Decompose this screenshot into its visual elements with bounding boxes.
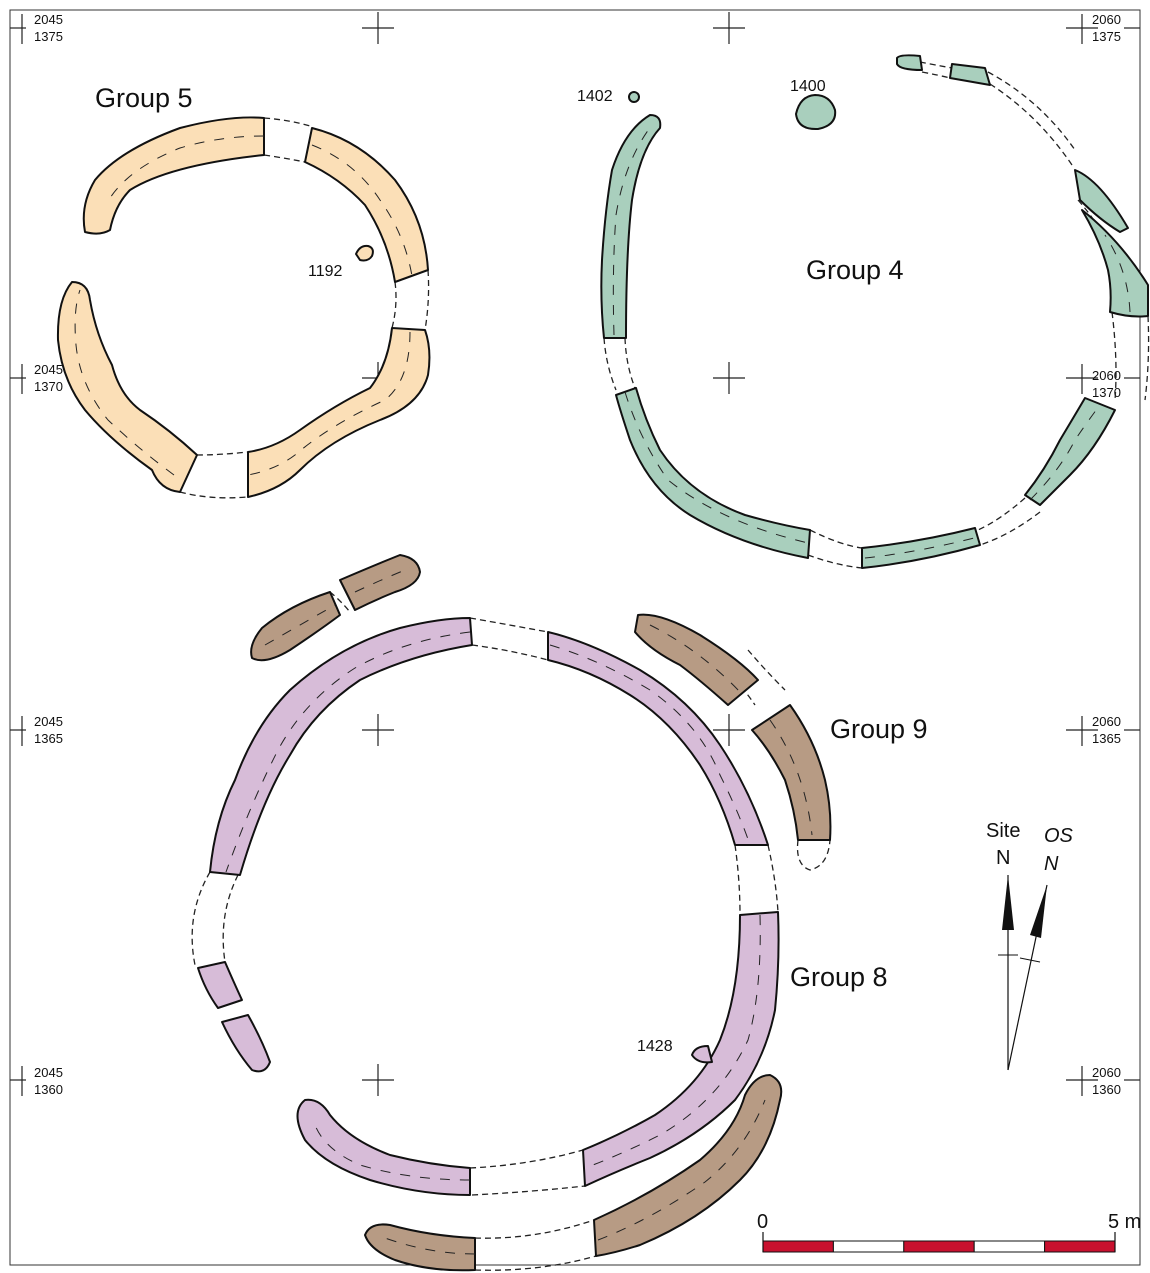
scale-start-label: 0 xyxy=(757,1211,768,1233)
grid-label-northing: 1370 xyxy=(1092,385,1121,400)
grid-label-northing: 1375 xyxy=(1092,29,1121,44)
group4-segment-east xyxy=(1081,209,1149,318)
feature-1400-label: 1400 xyxy=(790,78,826,95)
group8-segment-west-upper xyxy=(197,961,243,1009)
feature-1192 xyxy=(355,244,374,262)
grid-label-northing: 1370 xyxy=(34,379,63,394)
group9-segment-southeast xyxy=(593,1074,783,1257)
grid-label-northing: 1375 xyxy=(34,29,63,44)
group5-segment-west xyxy=(56,281,198,493)
group4-segment-south xyxy=(861,527,981,569)
grid-label-northing: 1360 xyxy=(34,1082,63,1097)
os-north-label: OS xyxy=(1044,825,1074,847)
grid-label-easting: 2060 xyxy=(1092,368,1121,383)
group9-label: Group 9 xyxy=(830,714,928,744)
grid-cross xyxy=(713,12,745,44)
group4-segment-north-small xyxy=(896,54,923,71)
os-north-arrow-icon xyxy=(1030,885,1047,938)
scale-bar-division xyxy=(762,1240,834,1253)
grid-label-easting: 2045 xyxy=(34,362,63,377)
group5-segment-east xyxy=(304,127,429,283)
grid-label-northing: 1365 xyxy=(1092,731,1121,746)
group8-label: Group 8 xyxy=(790,962,888,992)
group9-outer-south xyxy=(364,1074,783,1272)
os-north-label-n: N xyxy=(1044,853,1059,875)
group4-segment-southwest xyxy=(615,387,811,559)
grid-label-easting: 2060 xyxy=(1092,12,1121,27)
scale-bar-division xyxy=(973,1240,1046,1253)
scale-bar-division xyxy=(903,1240,975,1253)
grid-label-easting: 2045 xyxy=(34,1065,63,1080)
scale-bar xyxy=(762,1232,1116,1253)
group4-segment-west xyxy=(600,114,662,339)
group8-segment-east xyxy=(582,911,780,1187)
grid-cross xyxy=(713,362,745,394)
feature-1402 xyxy=(628,91,640,103)
group5-segment-southeast xyxy=(247,327,431,498)
site-north-label: Site xyxy=(986,820,1020,842)
group4-ring xyxy=(600,54,1150,569)
grid-label-northing: 1365 xyxy=(34,731,63,746)
group9-segment-south xyxy=(364,1223,476,1272)
group8-segment-northeast xyxy=(547,631,769,846)
group8-segment-west-lower xyxy=(221,1014,271,1073)
group9-ring xyxy=(250,554,832,871)
scale-end-label: 5 m xyxy=(1108,1211,1141,1233)
grid-edge-ticks xyxy=(10,14,1140,1096)
os-north-tick xyxy=(1019,957,1041,963)
plan-frame xyxy=(9,9,1141,1266)
grid-label-easting: 2060 xyxy=(1092,1065,1121,1080)
feature-1402-label: 1402 xyxy=(577,88,613,105)
group8-segment-south xyxy=(296,1098,471,1196)
group5-gap-outline xyxy=(179,117,430,499)
grid-cross xyxy=(713,714,745,746)
site-north-arrow-icon xyxy=(1002,875,1014,930)
grid-cross xyxy=(362,714,394,746)
scale-bar-division xyxy=(832,1240,905,1253)
group5-ring xyxy=(56,116,431,499)
grid-label-easting: 2060 xyxy=(1092,714,1121,729)
feature-1192-label: 1192 xyxy=(308,263,343,280)
feature-1400 xyxy=(795,94,837,131)
group4-segment-north xyxy=(949,63,991,86)
grid-label-northing: 1360 xyxy=(1092,1082,1121,1097)
scale-bar-division xyxy=(1044,1240,1116,1253)
group8-segment-north xyxy=(209,617,473,876)
group4-segment-northeast xyxy=(1074,169,1129,233)
grid-cross xyxy=(362,12,394,44)
group9-segment-northwest-a xyxy=(250,591,341,662)
group4-segment-southeast xyxy=(1024,397,1116,506)
group5-segment-north xyxy=(82,116,265,235)
feature-1428 xyxy=(691,1045,713,1064)
group4-hachures xyxy=(612,124,1131,559)
group9-segment-east-upper xyxy=(634,613,759,706)
group9-segment-northwest-b xyxy=(339,554,421,611)
group9-south-gap-outline xyxy=(474,1219,597,1271)
group9-hachures xyxy=(264,567,813,836)
grid-cross xyxy=(362,1064,394,1096)
group5-label: Group 5 xyxy=(95,83,193,113)
group9-south-hachures xyxy=(384,1099,766,1255)
group9-segment-east-lower xyxy=(751,704,832,841)
grid-crosses xyxy=(10,12,1140,1096)
north-arrows xyxy=(998,875,1048,1071)
grid-label-easting: 2045 xyxy=(34,714,63,729)
site-north-label-n: N xyxy=(996,847,1010,869)
group8-ring xyxy=(191,617,780,1196)
grid-label-easting: 2045 xyxy=(34,12,63,27)
group5-hachures xyxy=(74,135,413,476)
group4-label: Group 4 xyxy=(806,255,904,285)
feature-1428-label: 1428 xyxy=(637,1038,673,1055)
